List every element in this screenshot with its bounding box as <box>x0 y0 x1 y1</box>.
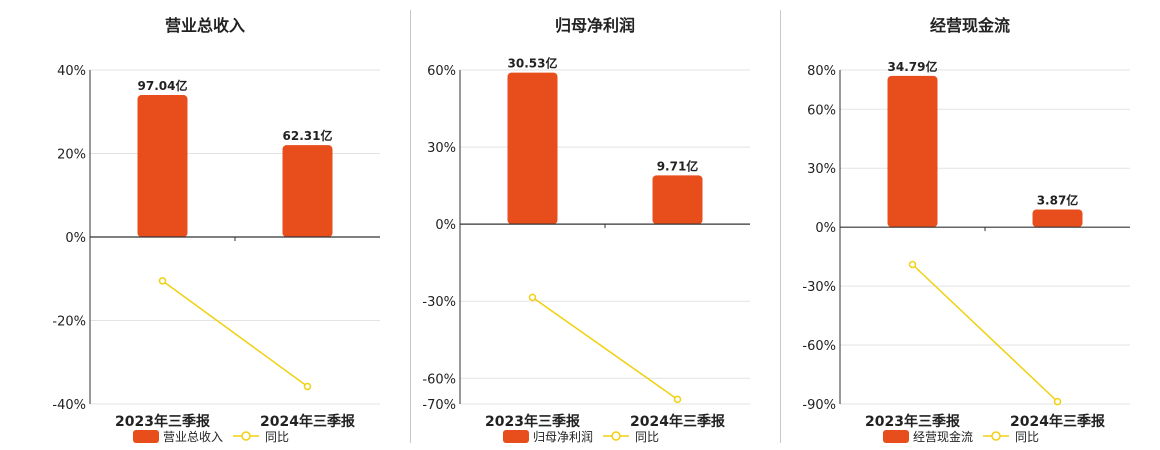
bar <box>282 145 333 237</box>
yoy-line <box>911 263 1059 403</box>
chart-svg: 60% 30% 0% -30% -60% -70% 30.53亿 9.71亿 2023年三季报 2… <box>422 56 750 444</box>
legend-bar-swatch <box>133 430 159 443</box>
bar <box>137 95 188 237</box>
legend-bar-swatch <box>503 430 529 443</box>
bar-data-label: 3.87亿 <box>1037 192 1079 207</box>
x-tick-label: 2023年三季报 <box>485 413 580 430</box>
y-tick-label: 80% <box>807 64 836 79</box>
chart-panel-operating-cash-flow: 经营现金流 80% 60% 30% 0% -30% -60% -90% 34.79亿 3.87亿… <box>780 0 1160 450</box>
legend-label: 经营现金流 <box>913 429 973 444</box>
legend-label: 同比 <box>1015 430 1039 444</box>
panel-divider <box>410 10 411 443</box>
legend-line-marker <box>241 431 251 441</box>
chart-title: 经营现金流 <box>929 16 1010 35</box>
yoy-line <box>532 296 678 400</box>
y-tick-label: 20% <box>57 148 86 163</box>
y-tick-label: -60% <box>802 339 836 354</box>
bar-data-label: 97.04亿 <box>138 78 188 93</box>
bar <box>1032 209 1083 228</box>
legend-bar-swatch <box>883 430 909 443</box>
x-tick-label: 2024年三季报 <box>630 413 725 430</box>
legend-label: 归母净利润 <box>533 430 593 444</box>
y-tick-label: -90% <box>802 398 836 413</box>
yoy-point <box>158 277 167 285</box>
legend-label: 同比 <box>635 430 659 444</box>
chart-panel-net-profit: 归母净利润 60% 30% 0% -30% -60% -70% 30.53亿 9.71亿 202… <box>410 0 780 450</box>
y-tick-label: 60% <box>427 64 456 79</box>
x-tick-label: 2023年三季报 <box>865 413 960 430</box>
y-tick-label: -30% <box>802 280 836 295</box>
bar <box>887 75 938 228</box>
legend-label: 营业总收入 <box>163 430 223 444</box>
y-tick-label: -60% <box>422 372 456 387</box>
yoy-point <box>1053 397 1062 406</box>
chart-svg: 40% 20% 0% -20% -40% 97.04亿 62.31亿 2023年三季报 2024… <box>52 64 380 444</box>
chart-svg: 80% 60% 30% 0% -30% -60% -90% 34.79亿 3.87亿 2023年三… <box>802 59 1130 444</box>
bar-data-label: 9.71亿 <box>657 158 699 173</box>
y-tick-label: 30% <box>807 162 836 177</box>
bar <box>652 175 703 225</box>
x-tick-label: 2024年三季报 <box>260 413 355 430</box>
x-tick-label: 2024年三季报 <box>1010 413 1105 430</box>
bar <box>507 72 558 225</box>
legend-label: 同比 <box>265 430 289 444</box>
yoy-point <box>303 382 312 391</box>
legend-line-marker <box>991 431 1001 441</box>
yoy-point <box>908 260 917 269</box>
bar-data-label: 30.53亿 <box>508 56 558 71</box>
y-tick-label: 30% <box>427 141 456 156</box>
legend-line-marker <box>611 431 621 441</box>
chart-title: 归母净利润 <box>554 16 635 35</box>
chart-panel-revenue: 营业总收入 40% 20% 0% -20% -40% 97.04亿 62.31亿 2023年三… <box>0 0 410 450</box>
yoy-point <box>673 395 682 404</box>
y-tick-label: 40% <box>57 64 86 79</box>
bar-data-label: 34.79亿 <box>888 59 938 74</box>
x-tick-label: 2023年三季报 <box>115 413 210 430</box>
panel-divider <box>780 10 781 443</box>
y-tick-label: -30% <box>422 295 456 310</box>
yoy-line <box>162 280 308 388</box>
chart-title: 营业总收入 <box>164 16 245 35</box>
y-tick-label: -20% <box>52 315 86 330</box>
y-tick-label: -70% <box>422 398 456 413</box>
y-tick-label: 0% <box>65 231 86 246</box>
y-tick-label: 0% <box>815 221 836 236</box>
y-tick-label: -40% <box>52 398 86 413</box>
y-tick-label: 0% <box>435 218 456 233</box>
yoy-point <box>528 293 537 302</box>
bar-data-label: 62.31亿 <box>283 128 333 143</box>
y-tick-label: 60% <box>807 103 836 118</box>
